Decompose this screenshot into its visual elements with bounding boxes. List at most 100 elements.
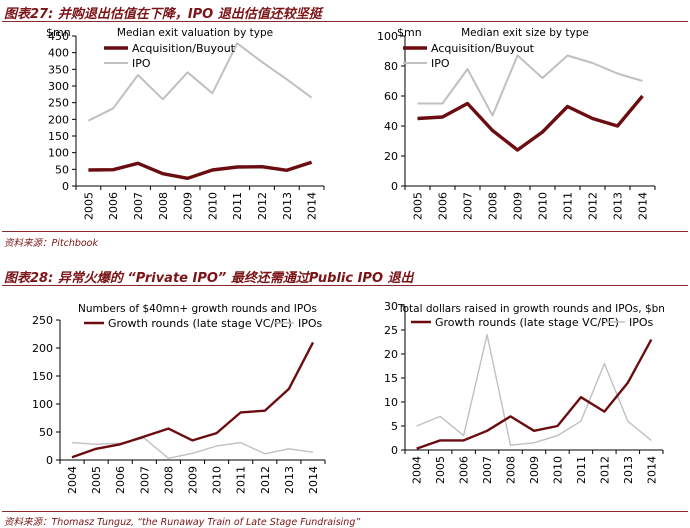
x-tick-label: 2010 bbox=[211, 466, 224, 494]
legend-label-1: IPO bbox=[132, 57, 151, 70]
x-tick-label: 2004 bbox=[411, 456, 424, 484]
series-line-0 bbox=[416, 339, 653, 450]
figure-27-bottom-rule bbox=[2, 231, 688, 232]
x-tick-label: 2011 bbox=[235, 466, 248, 494]
x-tick-label: 2007 bbox=[132, 192, 145, 220]
axis-unit-label: $mn bbox=[46, 26, 71, 39]
y-tick-label: 15 bbox=[384, 372, 398, 385]
y-tick-label: 100 bbox=[377, 30, 398, 43]
x-tick-label: 2007 bbox=[462, 192, 475, 220]
axis-unit-label: $mn bbox=[397, 26, 422, 39]
x-tick-label: 2009 bbox=[187, 466, 200, 494]
x-tick-label: 2009 bbox=[512, 192, 525, 220]
y-tick-label: 20 bbox=[384, 348, 398, 361]
series-line-1 bbox=[87, 42, 313, 122]
series-line-1 bbox=[416, 334, 652, 446]
chart-exit-size: 0 20 40 60 80 100 2005 2006 2007 2008 2009 2010 2011… bbox=[377, 26, 656, 220]
x-tick-label: 2010 bbox=[206, 192, 219, 220]
legend-label-0: Growth rounds (late stage VC/PE) bbox=[435, 316, 619, 329]
x-tick-label: 2008 bbox=[157, 192, 170, 220]
y-tick-label: 0 bbox=[391, 444, 398, 457]
y-tick-label: 150 bbox=[48, 130, 69, 143]
chart-title: Median exit valuation by type bbox=[117, 27, 273, 39]
x-tick-label: 2011 bbox=[562, 192, 575, 220]
x-tick-label: 2009 bbox=[528, 456, 541, 484]
figure-27-title: 图表27: 并购退出估值在下降，IPO 退出估值还较坚挺 bbox=[4, 7, 322, 22]
x-tick-label: 2014 bbox=[637, 192, 650, 220]
figure-27-source: 资料来源：Pitchbook bbox=[4, 238, 98, 249]
y-tick-label: 20 bbox=[384, 150, 398, 163]
x-tick-label: 2006 bbox=[107, 192, 120, 220]
y-tick-label: 300 bbox=[48, 80, 69, 93]
y-tick-label: 350 bbox=[48, 63, 69, 76]
x-tick-label: 2012 bbox=[259, 466, 272, 494]
x-tick-label: 2014 bbox=[645, 456, 658, 484]
series-line-0 bbox=[88, 160, 313, 181]
x-tick-label: 2008 bbox=[505, 456, 518, 484]
y-tick-label: 5 bbox=[391, 420, 398, 433]
chart-title: Total dollars raised in growth rounds an… bbox=[397, 303, 665, 315]
x-tick-label: 2010 bbox=[551, 456, 564, 484]
legend-label-1: IPOs bbox=[629, 316, 654, 329]
x-tick-label: 2007 bbox=[481, 456, 494, 484]
chart-title: Numbers of $40mn+ growth rounds and IPOs bbox=[78, 303, 317, 315]
x-tick-label: 2012 bbox=[256, 192, 269, 220]
x-tick-label: 2012 bbox=[598, 456, 611, 484]
y-tick-label: 250 bbox=[32, 314, 53, 327]
x-tick-label: 2005 bbox=[90, 466, 103, 494]
x-tick-label: 2006 bbox=[437, 192, 450, 220]
x-tick-label: 2008 bbox=[162, 466, 175, 494]
y-tick-label: 400 bbox=[48, 47, 69, 60]
y-tick-label: 0 bbox=[46, 454, 53, 467]
legend-label-0: Acquisition/Buyout bbox=[132, 42, 236, 55]
figure-28-bottom-rule bbox=[2, 511, 688, 512]
x-tick-label: 2009 bbox=[182, 192, 195, 220]
legend-label-0: Growth rounds (late stage VC/PE) bbox=[108, 317, 292, 330]
x-tick-label: 2012 bbox=[587, 192, 600, 220]
figure-28-source: 资料来源：Thomasz Tunguz, “the Runaway Train … bbox=[4, 517, 361, 528]
y-tick-label: 200 bbox=[32, 342, 53, 355]
x-tick-label: 2007 bbox=[138, 466, 151, 494]
x-tick-label: 2013 bbox=[612, 192, 625, 220]
series-line-0 bbox=[417, 94, 644, 152]
legend-label-1: IPO bbox=[431, 57, 450, 70]
x-tick-label: 2013 bbox=[283, 466, 296, 494]
y-tick-label: 40 bbox=[384, 120, 398, 133]
x-tick-label: 2010 bbox=[537, 192, 550, 220]
y-tick-label: 100 bbox=[32, 398, 53, 411]
y-tick-label: 450 bbox=[48, 30, 69, 43]
y-tick-label: 60 bbox=[384, 90, 398, 103]
y-tick-label: 0 bbox=[62, 180, 69, 193]
y-tick-label: 150 bbox=[32, 370, 53, 383]
x-tick-label: 2011 bbox=[231, 192, 244, 220]
x-tick-label: 2004 bbox=[66, 466, 79, 494]
y-tick-label: 80 bbox=[384, 60, 398, 73]
chart-exit-valuation: 0 50 100 150 200 250 300 350 400 450 2005 2006 2007 2… bbox=[46, 26, 325, 220]
x-tick-label: 2008 bbox=[487, 192, 500, 220]
y-tick-label: 10 bbox=[384, 396, 398, 409]
x-tick-label: 2013 bbox=[622, 456, 635, 484]
figure-27-rule bbox=[2, 21, 688, 22]
x-tick-label: 2005 bbox=[412, 192, 425, 220]
y-tick-label: 50 bbox=[39, 426, 53, 439]
y-tick-label: 250 bbox=[48, 97, 69, 110]
chart-growth-rounds-dollars: 0 5 10 15 20 25 30 2004 2005 2006 2007 2008 2009 2010… bbox=[384, 300, 665, 484]
y-tick-label: 50 bbox=[55, 163, 69, 176]
chart-growth-rounds-count: 0 50 100 150 200 250 2004 2005 2006 2007 2008 2009 2… bbox=[32, 303, 326, 494]
legend-label-1: IPOs bbox=[298, 317, 323, 330]
x-tick-label: 2005 bbox=[434, 456, 447, 484]
y-tick-label: 100 bbox=[48, 147, 69, 160]
chart-title: Median exit size by type bbox=[461, 27, 589, 39]
y-tick-label: 200 bbox=[48, 113, 69, 126]
figure-28-title: 图表28: 异常火爆的 “Private IPO” 最终还需通过Public I… bbox=[4, 271, 414, 286]
x-tick-label: 2013 bbox=[281, 192, 294, 220]
x-tick-label: 2011 bbox=[575, 456, 588, 484]
legend-label-0: Acquisition/Buyout bbox=[431, 42, 535, 55]
x-tick-label: 2014 bbox=[306, 192, 319, 220]
x-tick-label: 2006 bbox=[114, 466, 127, 494]
y-tick-label: 25 bbox=[384, 324, 398, 337]
y-tick-label: 30 bbox=[384, 300, 398, 313]
y-tick-label: 0 bbox=[391, 180, 398, 193]
series-line-1 bbox=[417, 54, 643, 117]
series-line-0 bbox=[71, 341, 315, 459]
